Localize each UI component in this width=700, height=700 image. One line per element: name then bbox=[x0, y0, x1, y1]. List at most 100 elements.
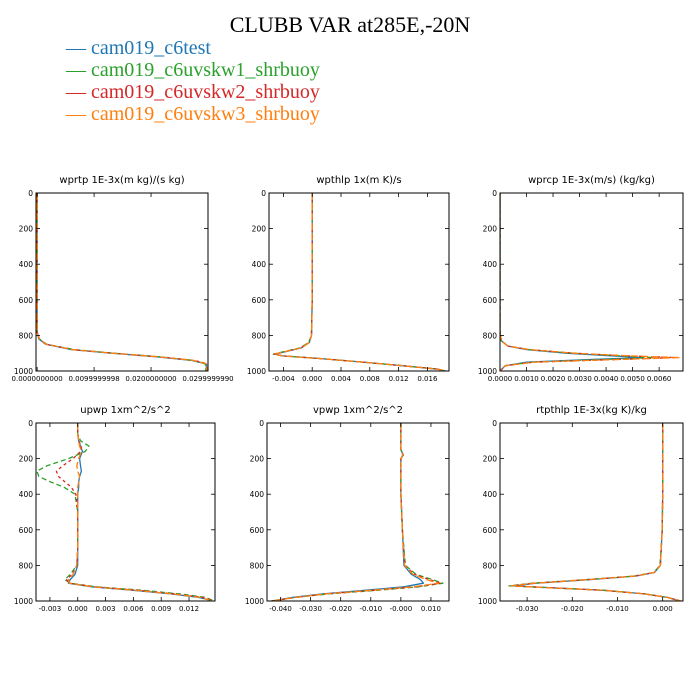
series-line bbox=[271, 423, 443, 601]
plot-frame bbox=[268, 192, 450, 372]
x-tick-label: 0.0000000000 bbox=[12, 375, 63, 383]
y-tick-label: 0 bbox=[28, 189, 33, 198]
legend-dash: — bbox=[66, 81, 91, 103]
legend-item: — cam019_c6uvskw2_shrbuoy bbox=[66, 81, 320, 103]
x-tick-label: 0.008 bbox=[360, 375, 380, 383]
x-tick-label: -0.004 bbox=[272, 375, 295, 383]
legend-label: cam019_c6uvskw1_shrbuoy bbox=[91, 59, 320, 81]
chart-panel: vpwp 1xm^2/s^2 0 200 400 600 800 1000 -0.040 -0.… bbox=[245, 405, 450, 613]
series-line bbox=[508, 423, 681, 601]
plot-frame bbox=[35, 192, 209, 372]
plot-frame bbox=[499, 192, 684, 372]
y-tick-label: 400 bbox=[483, 490, 498, 499]
legend-dash: — bbox=[66, 59, 91, 81]
x-tick-label: -0.030 bbox=[516, 605, 539, 613]
y-tick-label: 600 bbox=[250, 526, 265, 535]
y-tick-label: 800 bbox=[483, 331, 498, 340]
panel-title: wprtp 1E-3x(m kg)/(s kg) bbox=[59, 175, 184, 186]
chart-panel: wprtp 1E-3x(m kg)/(s kg) 0 200 400 600 800 100… bbox=[12, 175, 234, 383]
series-line bbox=[36, 423, 213, 601]
series-line bbox=[512, 423, 681, 601]
series-line bbox=[274, 193, 446, 371]
y-tick-label: 200 bbox=[483, 455, 498, 464]
legend-label: cam019_c6uvskw2_shrbuoy bbox=[91, 81, 320, 103]
x-tick-label: 0.000 bbox=[302, 375, 322, 383]
y-tick-label: 200 bbox=[483, 225, 498, 234]
series-line bbox=[273, 193, 446, 371]
y-tick-label: 1000 bbox=[14, 367, 33, 376]
plot-frame bbox=[499, 422, 684, 602]
y-tick-label: 400 bbox=[252, 260, 267, 269]
y-tick-label: 0 bbox=[28, 419, 33, 428]
series-group bbox=[508, 423, 681, 601]
x-tick-label: -0.020 bbox=[329, 605, 352, 613]
y-tick-label: 1000 bbox=[245, 597, 264, 606]
x-tick-label: 0.0060 bbox=[647, 375, 672, 383]
y-tick-label: 200 bbox=[19, 455, 34, 464]
y-tick-label: 0 bbox=[261, 189, 266, 198]
y-tick-label: 400 bbox=[19, 490, 34, 499]
y-tick-label: 200 bbox=[19, 225, 34, 234]
series-group bbox=[271, 423, 444, 601]
x-tick-label: 0.0050 bbox=[620, 375, 645, 383]
series-line bbox=[500, 193, 676, 371]
x-tick-label: -0.020 bbox=[561, 605, 584, 613]
x-tick-label: 0.0299999990 bbox=[182, 375, 233, 383]
y-tick-label: 600 bbox=[19, 526, 34, 535]
series-line bbox=[36, 193, 207, 371]
x-tick-label: -0.030 bbox=[299, 605, 322, 613]
series-line bbox=[271, 423, 440, 601]
series-group bbox=[500, 193, 681, 371]
x-tick-label: -0.040 bbox=[269, 605, 292, 613]
series-line bbox=[271, 423, 444, 601]
series-group bbox=[36, 193, 208, 371]
x-tick-label: 0.0020 bbox=[541, 375, 566, 383]
series-line bbox=[500, 193, 644, 371]
x-tick-label: 0.0010 bbox=[514, 375, 539, 383]
series-line bbox=[67, 423, 211, 601]
legend-dash: — bbox=[66, 103, 91, 125]
series-line bbox=[36, 193, 207, 371]
series-line bbox=[272, 193, 446, 371]
panel-title: wpthlp 1x(m K)/s bbox=[316, 175, 401, 186]
legend: — cam019_c6test — cam019_c6uvskw1_shrbuo… bbox=[66, 37, 320, 125]
x-tick-label: -0.000 bbox=[390, 605, 413, 613]
x-tick-label: 0.000 bbox=[653, 605, 673, 613]
series-line bbox=[510, 423, 681, 601]
x-tick-label: -0.003 bbox=[39, 605, 62, 613]
panel-title: rtpthlp 1E-3x(kg K)/kg bbox=[536, 405, 647, 416]
legend-label: cam019_c6test bbox=[91, 37, 211, 59]
y-tick-label: 400 bbox=[19, 260, 34, 269]
y-tick-label: 400 bbox=[250, 490, 265, 499]
y-tick-label: 1000 bbox=[478, 367, 497, 376]
x-tick-label: 0.012 bbox=[179, 605, 199, 613]
series-line bbox=[500, 193, 655, 371]
figure-title: CLUBB VAR at285E,-20N bbox=[229, 12, 471, 37]
y-tick-label: 600 bbox=[252, 296, 267, 305]
y-tick-label: 0 bbox=[492, 189, 497, 198]
series-group bbox=[36, 423, 213, 601]
x-tick-label: 0.0030 bbox=[567, 375, 592, 383]
series-line bbox=[55, 423, 212, 601]
y-tick-label: 600 bbox=[483, 296, 498, 305]
x-tick-label: 0.0200000000 bbox=[125, 375, 176, 383]
y-tick-label: 600 bbox=[19, 296, 34, 305]
x-tick-label: 0.012 bbox=[389, 375, 409, 383]
plot-frame bbox=[266, 422, 450, 602]
y-tick-label: 200 bbox=[250, 455, 265, 464]
x-tick-label: 0.016 bbox=[417, 375, 438, 383]
x-tick-label: 0.010 bbox=[421, 605, 441, 613]
series-group bbox=[272, 193, 446, 371]
series-line bbox=[36, 193, 208, 371]
series-line bbox=[500, 193, 681, 371]
y-tick-label: 800 bbox=[19, 331, 34, 340]
legend-dash: — bbox=[66, 37, 91, 59]
x-tick-label: 0.000 bbox=[68, 605, 88, 613]
x-tick-label: 0.006 bbox=[123, 605, 144, 613]
legend-label: cam019_c6uvskw3_shrbuoy bbox=[91, 103, 320, 125]
chart-panel: rtpthlp 1E-3x(kg K)/kg 0 200 400 600 800 1000 -… bbox=[478, 405, 684, 613]
series-line bbox=[67, 423, 210, 601]
chart-panel: wprcp 1E-3x(m/s) (kg/kg) 0 200 400 600 800 100… bbox=[478, 175, 684, 383]
y-tick-label: 0 bbox=[492, 419, 497, 428]
y-tick-label: 800 bbox=[250, 561, 265, 570]
